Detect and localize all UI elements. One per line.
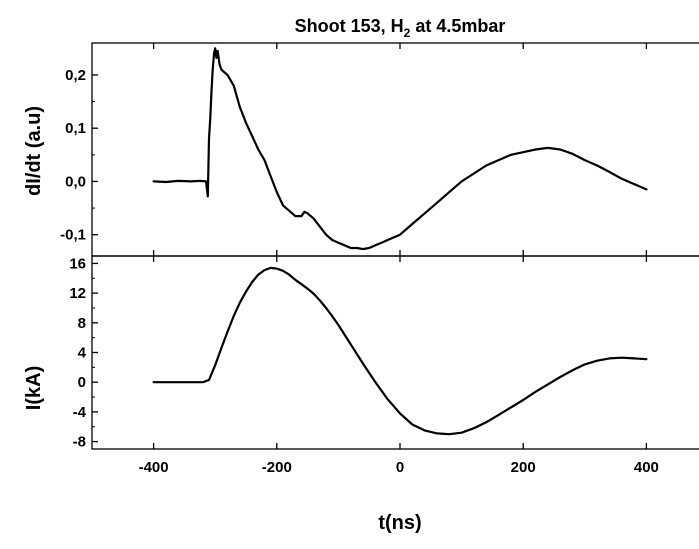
x-tick-label: 400 [634,459,659,476]
y-tick-label: -4 [73,404,87,421]
x-axis-title: t(ns) [378,512,421,534]
bottom-panel-frame [91,255,699,450]
top-y-axis-title: dI/dt (a.u) [23,106,45,196]
x-tick-label: -200 [262,459,292,476]
x-tick-label: 200 [511,459,536,476]
y-tick-label: 4 [78,345,87,362]
y-tick-label: 0,0 [65,173,86,190]
x-tick-label: -400 [139,459,169,476]
top-panel-frame [91,42,699,257]
y-tick-label: -0,1 [60,227,86,244]
title-rest: at 4.5mbar [410,16,505,36]
y-tick-label: 12 [69,285,86,302]
y-tick-label: 0,2 [65,67,86,84]
current-series-line [152,266,648,436]
didt-series-line [152,47,648,251]
tick-labels: -0,1 0,0 0,1 0,2 -8 -4 0 4 8 12 16 -400 -200 0 200 400 [60,67,659,476]
y-tick-label: 0 [78,374,86,391]
axis-ticks [92,43,648,449]
y-tick-label: 16 [69,255,86,272]
title-main: Shoot 153, H [295,16,404,36]
y-tick-label: -8 [73,434,86,451]
y-tick-label: 0,1 [65,120,86,137]
title-subscript: 2 [404,26,411,40]
chart-title: Shoot 153, H2 at 4.5mbar [295,16,506,40]
x-tick-label: 0 [396,459,404,476]
y-tick-label: 8 [78,315,86,332]
bottom-y-axis-title: I(kA) [23,366,45,410]
